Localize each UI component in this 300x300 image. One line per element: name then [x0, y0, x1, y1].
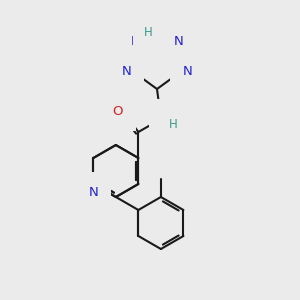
Text: N: N: [183, 64, 193, 77]
Text: H: H: [144, 26, 153, 40]
Text: N: N: [173, 35, 183, 49]
Text: H: H: [169, 118, 177, 130]
Text: N: N: [122, 64, 131, 77]
Text: O: O: [112, 105, 123, 118]
Text: N: N: [88, 185, 98, 199]
Text: N: N: [162, 112, 172, 125]
Text: N: N: [131, 35, 141, 49]
